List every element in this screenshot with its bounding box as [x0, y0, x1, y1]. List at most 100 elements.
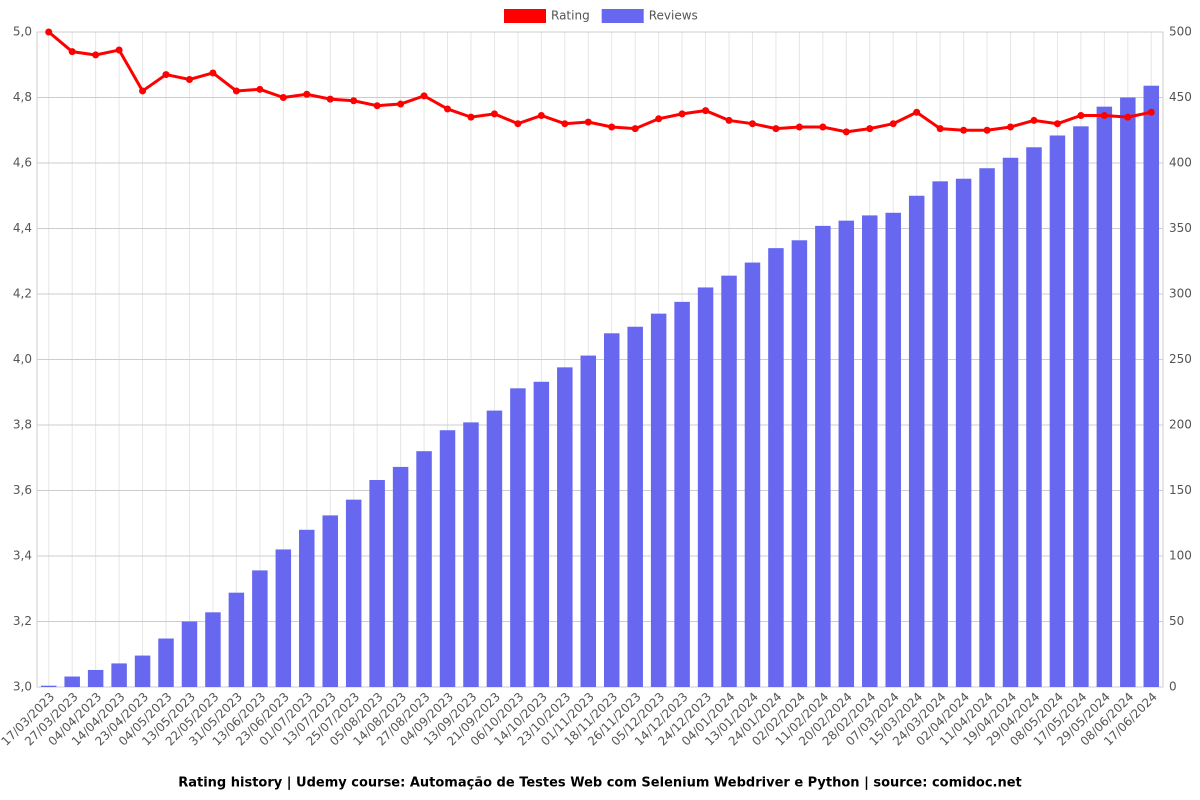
bar: [603, 333, 620, 687]
bar: [345, 499, 362, 687]
bar: [439, 430, 456, 687]
y-tick-label: 3,6: [13, 483, 32, 497]
legend-label: Reviews: [649, 9, 698, 23]
point: [960, 126, 968, 134]
bar: [674, 301, 690, 687]
bar: [275, 549, 292, 687]
bar: [1026, 147, 1042, 687]
bar: [1096, 106, 1113, 688]
chart-title: Rating history | Udemy course: Automação…: [178, 776, 1022, 791]
point: [866, 125, 874, 133]
y2-tick-label: 400: [1169, 156, 1192, 170]
point: [373, 102, 381, 110]
bar: [768, 248, 784, 687]
point: [68, 48, 76, 56]
bar: [862, 215, 878, 687]
point: [467, 113, 475, 121]
y2-tick-label: 150: [1169, 483, 1192, 497]
bar: [134, 655, 151, 687]
y-tick-label: 4,0: [13, 352, 32, 366]
point: [678, 110, 686, 118]
y-tick-label: 4,8: [13, 90, 32, 104]
bar: [369, 480, 385, 687]
bar: [416, 451, 432, 687]
bar: [1002, 157, 1019, 687]
point: [185, 75, 193, 83]
y-tick-label: 3,2: [13, 614, 32, 628]
bar: [744, 262, 761, 687]
bar: [627, 326, 643, 687]
point: [92, 51, 100, 59]
y2-tick-label: 250: [1169, 352, 1192, 366]
bar: [721, 275, 737, 687]
point: [444, 105, 452, 113]
point: [1077, 112, 1085, 120]
point: [139, 87, 147, 95]
point: [655, 115, 663, 123]
bar: [1049, 135, 1066, 688]
bar: [64, 676, 80, 687]
point: [490, 110, 498, 118]
bar: [650, 313, 667, 687]
bar: [486, 410, 503, 687]
bar: [510, 388, 526, 687]
point: [772, 125, 780, 133]
y-tick-label: 5,0: [13, 25, 32, 39]
point: [631, 125, 639, 133]
bar: [1073, 126, 1089, 687]
bar: [1143, 85, 1160, 687]
y2-tick-label: 200: [1169, 418, 1192, 432]
y-tick-label: 3,4: [13, 549, 32, 563]
point: [209, 69, 217, 77]
point: [1100, 112, 1108, 120]
bar: [580, 355, 597, 687]
y2-tick-label: 500: [1169, 25, 1192, 39]
bar: [838, 220, 855, 687]
point: [397, 100, 405, 108]
y-tick-label: 3,8: [13, 418, 32, 432]
point: [725, 116, 733, 124]
point: [45, 28, 53, 36]
plot-frame: [36, 31, 1164, 688]
y2-tick-label: 100: [1169, 549, 1192, 563]
point: [256, 85, 264, 93]
y2-tick-label: 0: [1169, 680, 1177, 694]
bar: [252, 570, 268, 687]
bar: [697, 287, 714, 687]
bar: [228, 592, 245, 687]
bar: [87, 669, 104, 687]
point: [420, 92, 428, 100]
bar: [932, 181, 948, 687]
bar: [299, 529, 315, 687]
point: [232, 87, 240, 95]
bar: [205, 612, 221, 687]
point: [537, 112, 545, 120]
bar: [463, 422, 479, 687]
line: [47, 30, 1152, 134]
bar: [181, 621, 198, 687]
point: [303, 90, 311, 98]
y-tick-label: 4,2: [13, 287, 32, 301]
point: [326, 95, 334, 103]
point: [1030, 116, 1038, 124]
bar: [392, 466, 409, 687]
bar: [322, 515, 338, 687]
point: [279, 94, 287, 101]
point: [514, 120, 522, 128]
point: [842, 128, 850, 136]
bar: [1120, 97, 1136, 687]
point: [1147, 108, 1155, 116]
bar: [815, 225, 831, 687]
point: [936, 125, 944, 133]
bar: [979, 168, 995, 688]
point: [584, 118, 592, 126]
point: [913, 108, 921, 116]
y2-tick-label: 350: [1169, 221, 1192, 235]
bar: [533, 381, 550, 687]
point: [608, 123, 616, 131]
y-tick-label: 3,0: [13, 680, 32, 694]
point: [819, 123, 827, 131]
bar: [908, 195, 925, 687]
